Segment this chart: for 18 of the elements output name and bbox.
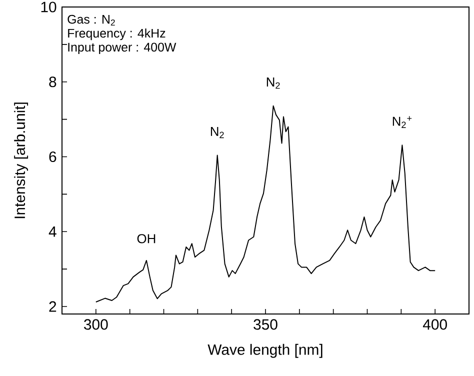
annotation: Gas : N$_{2}$ bbox=[68, 14, 115, 26]
y-tick-label: 2 bbox=[49, 301, 56, 312]
x-tick-label: 300 bbox=[84, 319, 108, 330]
x-tick-label: 400 bbox=[422, 319, 447, 330]
annotation: Input power : 400W bbox=[68, 42, 176, 54]
annotation: OH bbox=[137, 234, 156, 244]
x-tick-label: 350 bbox=[254, 319, 278, 330]
x-axis-title: Wave length [nm] bbox=[208, 344, 322, 358]
y-tick-label: 4 bbox=[48, 226, 56, 237]
y-tick-label: 8 bbox=[49, 76, 56, 88]
y-tick-label: 6 bbox=[49, 151, 56, 162]
y-tick-label: 10 bbox=[41, 2, 56, 12]
annotation: N$_{2}$ bbox=[266, 78, 280, 89]
annotation: N$_{2}$+ bbox=[392, 116, 412, 128]
annotation: Frequency : 4kHz bbox=[68, 28, 166, 40]
annotation: N$_{2}$ bbox=[210, 126, 224, 138]
y-axis-title: Intensity [arb.unit] bbox=[14, 102, 28, 218]
line-series bbox=[95, 105, 436, 303]
